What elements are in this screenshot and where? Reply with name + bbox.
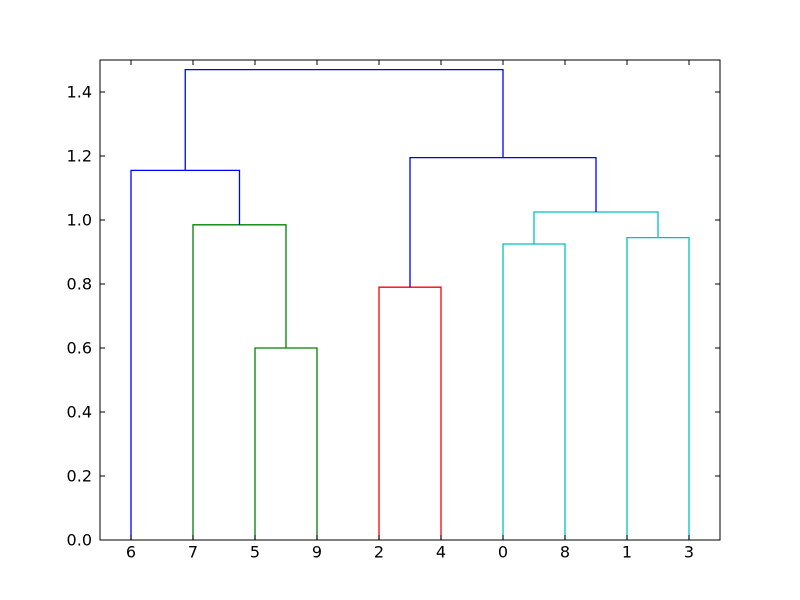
x-tick-label: 7: [188, 543, 198, 562]
x-tick-label: 9: [312, 543, 322, 562]
x-tick-label: 1: [622, 543, 632, 562]
y-tick-label: 1.0: [67, 211, 92, 230]
x-tick-label: 0: [498, 543, 508, 562]
y-tick-label: 0.2: [67, 467, 92, 486]
dendrogram-links: [130, 68, 690, 540]
x-tick-label: 2: [374, 543, 384, 562]
plot-frame: [99, 59, 721, 541]
axis-ticks: [100, 60, 720, 541]
x-tick-label: 8: [560, 543, 570, 562]
y-tick-label: 0.4: [67, 403, 92, 422]
x-tick-label: 5: [250, 543, 260, 562]
x-tick-label: 3: [684, 543, 694, 562]
y-tick-label: 0.8: [67, 275, 92, 294]
x-tick-label: 6: [126, 543, 136, 562]
x-tick-label: 4: [436, 543, 446, 562]
y-tick-label: 0.6: [67, 339, 92, 358]
dendrogram-link-blue: [184, 68, 504, 171]
y-tick-label: 1.4: [67, 83, 92, 102]
y-tick-label: 0.0: [67, 531, 92, 550]
y-tick-label: 1.2: [67, 147, 92, 166]
axis-labels: 0.0 0.2 0.4 0.6 0.8 1.0 1.2 1.4 6 7 5 9 2 4 0 8 1 3: [67, 83, 695, 562]
